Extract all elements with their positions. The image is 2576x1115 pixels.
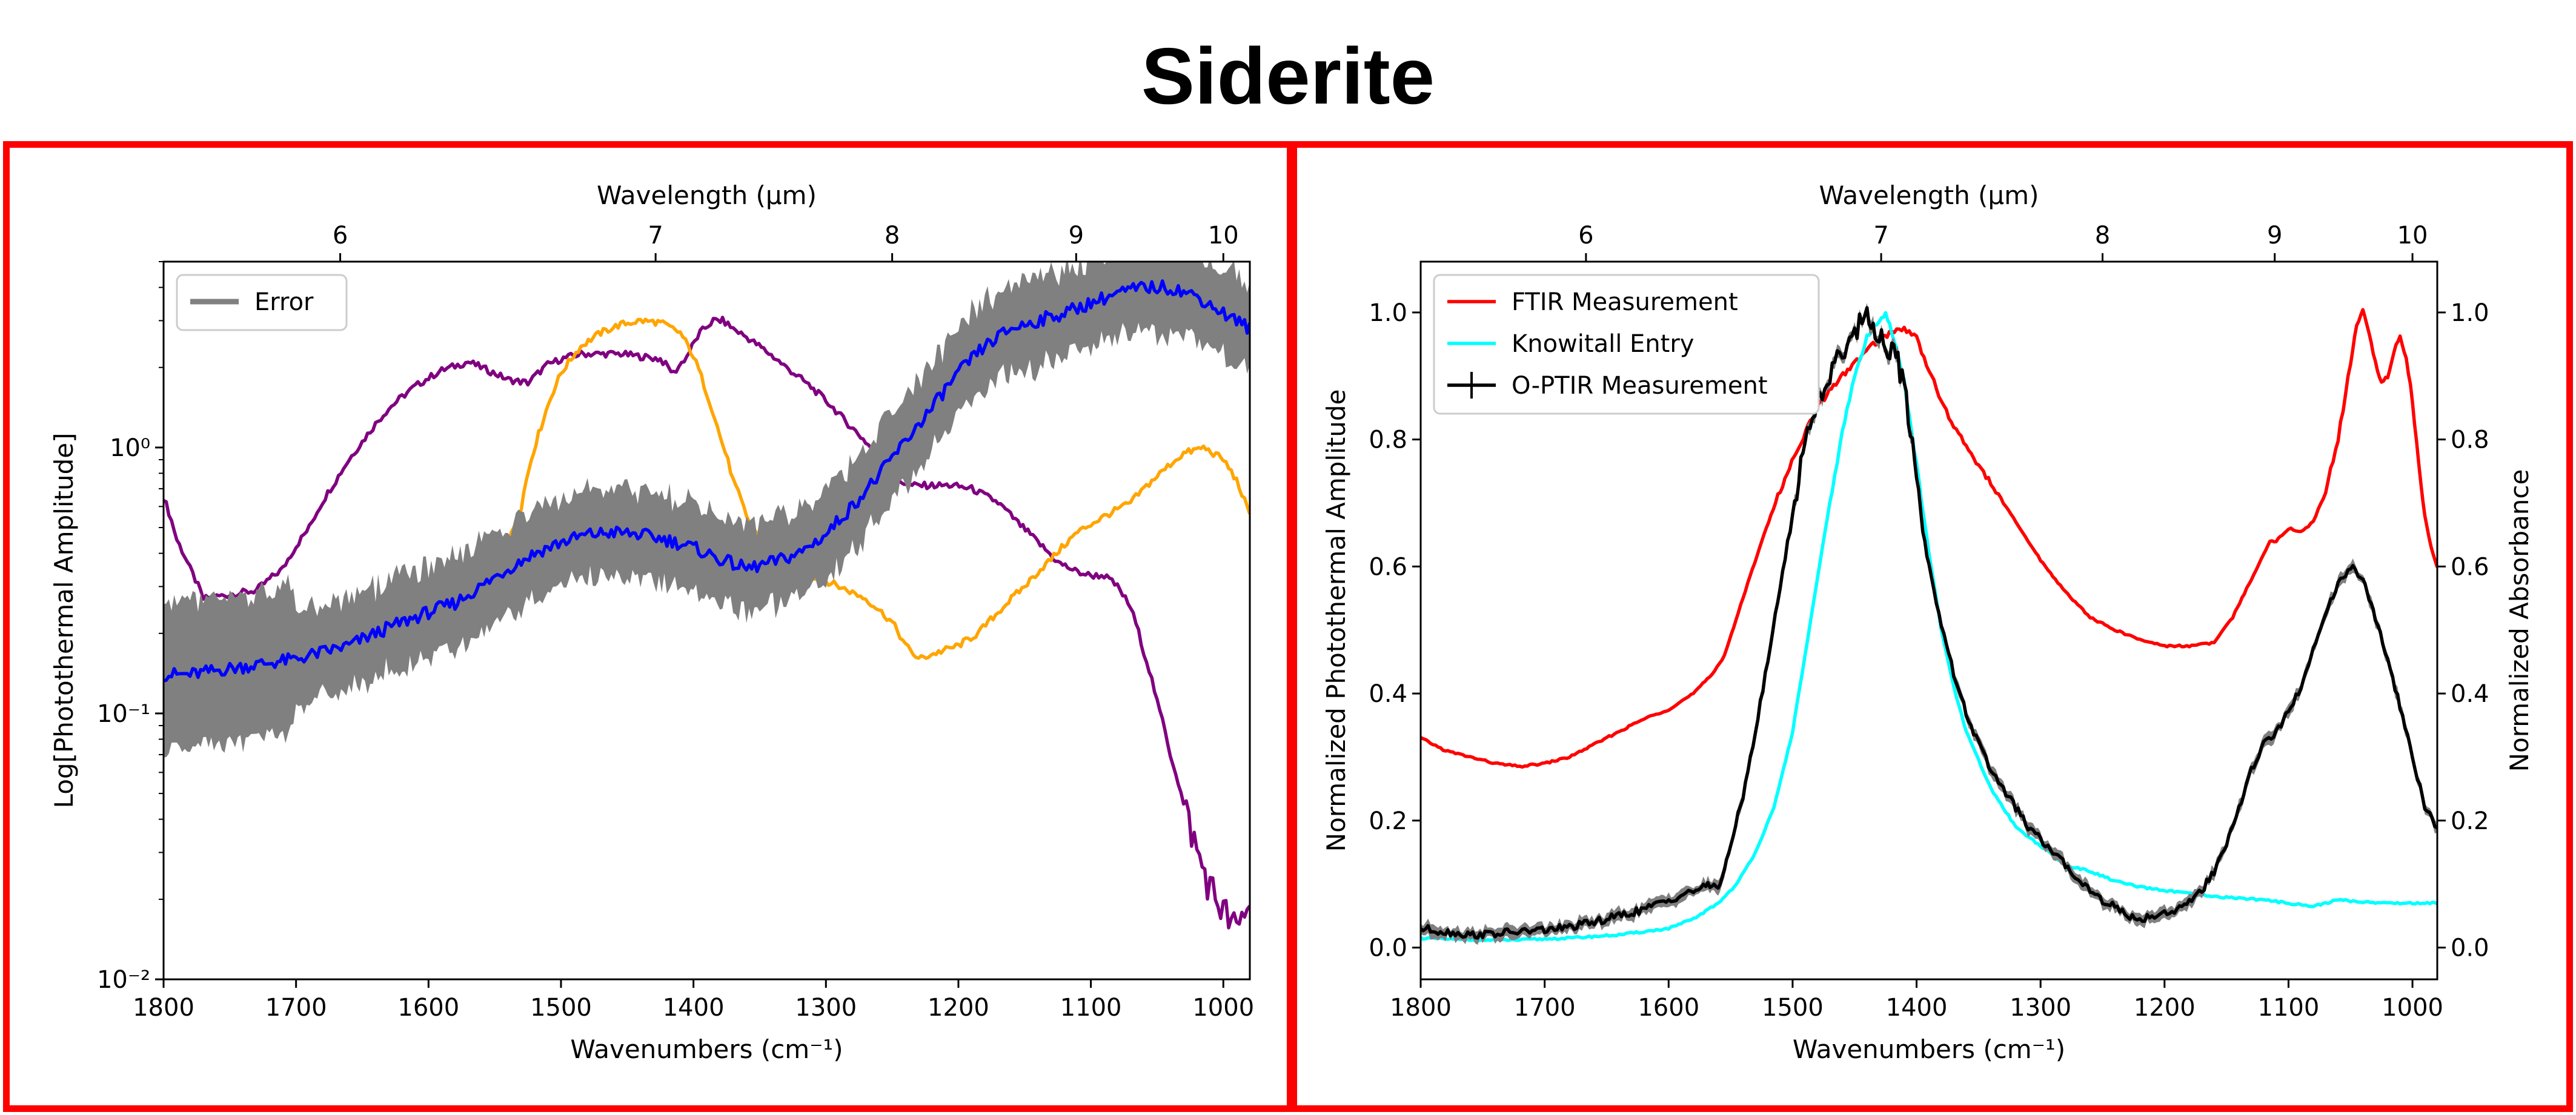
legend-label: O-PTIR Measurement: [1512, 372, 1768, 400]
x-tick-label: 1300: [795, 994, 857, 1022]
y-tick-label: 10⁻¹: [97, 700, 150, 728]
y-axis-label: Normalized Photothermal Amplitude: [1321, 389, 1351, 852]
series-line-o-ptir-measurement: [1421, 306, 2437, 940]
y2-tick-label: 0.6: [2451, 553, 2489, 581]
x-tick-label: 1500: [1762, 994, 1824, 1022]
x-tick-label: 1200: [2134, 994, 2196, 1022]
top-tick-label: 8: [2095, 222, 2110, 250]
x-tick-label: 1100: [1060, 994, 1122, 1022]
x-tick-label: 1500: [530, 994, 592, 1022]
x-tick-label: 1000: [1192, 994, 1254, 1022]
chart-2: 1800 1700 1600 1500 1400 1300 1200 1100 1000 6 7 8 9…: [1321, 180, 2534, 1064]
y2-tick-label: 0.2: [2451, 807, 2489, 835]
y2-tick-label: 1.0: [2451, 299, 2489, 327]
top-tick-label: 7: [1873, 222, 1888, 250]
top-tick-label: 10: [2397, 222, 2428, 250]
axes-frame: [162, 260, 1251, 981]
x-tick-label: 1600: [1638, 994, 1699, 1022]
legend: Error: [176, 274, 348, 331]
series-line-knowitall-entry: [1421, 311, 2437, 943]
left-panel-frame: [3, 141, 1293, 1112]
y-tick-label: 0.6: [1369, 553, 1407, 581]
x-tick-label: 1200: [928, 994, 989, 1022]
top-tick-label: 6: [333, 222, 348, 250]
x-tick-label: 1000: [2382, 994, 2443, 1022]
legend-label: Error: [254, 288, 314, 316]
y2-tick-label: 0.4: [2451, 680, 2489, 708]
top-tick-label: 9: [1069, 222, 1084, 250]
x-tick-label: 1700: [1514, 994, 1576, 1022]
top-tick-label: 8: [885, 222, 900, 250]
y2-tick-label: 0.0: [2451, 935, 2489, 962]
figure-title: Siderite: [1141, 31, 1435, 121]
axes-frame: [1419, 260, 2438, 981]
right-panel-frame: [1290, 141, 2573, 1112]
y-tick-label: 10⁻²: [97, 966, 150, 994]
y-axis-label: Log[Photothermal Amplitude]: [49, 433, 79, 809]
top-tick-label: 6: [1578, 222, 1593, 250]
plot-area: [164, 262, 1250, 930]
legend-box: [1433, 274, 1820, 415]
x-axis-label: Wavenumbers (cm⁻¹): [1793, 1034, 2065, 1064]
legend-label: Knowitall Entry: [1512, 330, 1694, 358]
top-tick-label: 10: [1208, 222, 1239, 250]
series-line-ftir-measurement: [1421, 308, 2437, 769]
x-tick-label: 1400: [1886, 994, 1948, 1022]
series-line-purple: [164, 316, 1250, 930]
top-axis-label: Wavelength (μm): [1819, 180, 2039, 210]
y2-axis-label: Normalized Absorbance: [2505, 469, 2534, 772]
series-line-blue: [164, 279, 1250, 683]
y2-tick-label: 0.8: [2451, 426, 2489, 454]
y-tick-label: 0.2: [1369, 807, 1407, 835]
error-band-blue: [164, 262, 1250, 758]
y-tick-label: 10⁰: [110, 434, 150, 462]
legend: FTIR Measurement Knowitall Entry O-PTIR Me…: [1433, 274, 1820, 415]
legend-box: [176, 274, 348, 331]
y-tick-label: 0.4: [1369, 680, 1407, 708]
plot-area: [1421, 303, 2437, 945]
x-tick-label: 1600: [397, 994, 459, 1022]
y-tick-label: 0.0: [1369, 935, 1407, 962]
x-tick-label: 1800: [1390, 994, 1452, 1022]
top-tick-label: 9: [2267, 222, 2282, 250]
x-tick-label: 1300: [2010, 994, 2071, 1022]
y-tick-label: 0.8: [1369, 426, 1407, 454]
x-tick-label: 1400: [663, 994, 725, 1022]
chart-1: 1800 1700 1600 1500 1400 1300 1200 1100 1000 6 7 8 9…: [49, 180, 1254, 1064]
x-tick-label: 1800: [133, 994, 194, 1022]
legend-label: FTIR Measurement: [1512, 288, 1738, 316]
x-axis-label: Wavenumbers (cm⁻¹): [570, 1034, 843, 1064]
top-axis-label: Wavelength (μm): [597, 180, 817, 210]
x-tick-label: 1700: [265, 994, 327, 1022]
top-tick-label: 7: [648, 222, 663, 250]
x-tick-label: 1100: [2258, 994, 2320, 1022]
y-tick-label: 1.0: [1369, 299, 1407, 327]
